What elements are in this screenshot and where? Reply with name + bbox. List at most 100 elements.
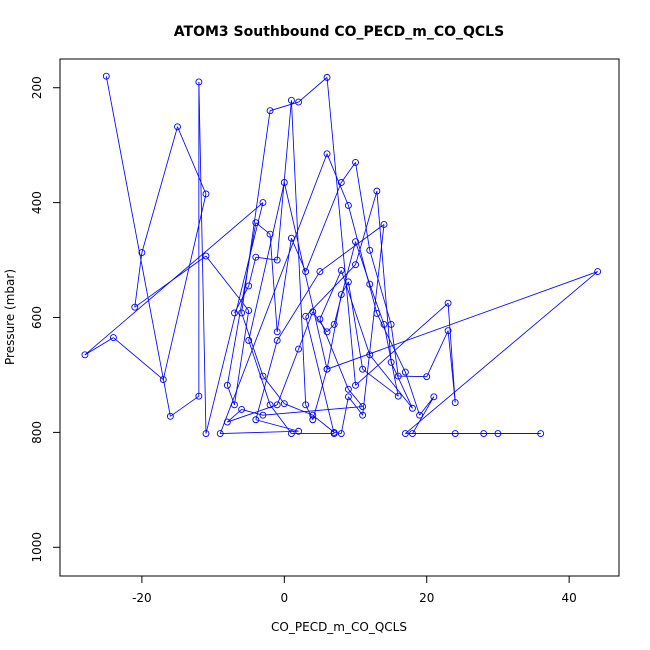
data-point [352,158,359,166]
series-segment [269,101,299,112]
data-point [323,365,331,373]
series-segment [347,205,378,314]
series-segment [219,153,328,434]
series-segment [319,270,342,320]
series-segment [319,224,385,272]
data-point [309,308,317,316]
series-segment [334,431,342,434]
data-point [451,430,459,437]
series-segment [234,285,250,314]
data-point [266,401,274,409]
y-tick-label: 1000 [30,532,44,563]
data-point [373,310,381,317]
series-segment [226,385,235,405]
data-point [494,430,502,437]
series-segment [326,294,342,370]
series-segment [369,250,392,325]
data-point [266,107,274,115]
data-point [259,411,267,419]
data-point [359,411,367,419]
data-point [252,253,260,261]
x-tick-label: -20 [132,591,152,605]
data-point [302,312,310,320]
data-point [401,368,409,376]
data-point [280,400,288,408]
series-segment [340,396,349,434]
data-point [302,268,310,275]
data-point [451,399,459,406]
series-segment [162,193,207,380]
series-segment [305,316,335,434]
data-point [259,372,267,380]
series-segment [298,311,314,350]
data-point [344,385,352,393]
data-point [295,427,302,435]
series-segment [276,348,299,405]
data-point [252,416,260,424]
series-segment [177,126,207,195]
data-point [344,393,352,401]
series-segment [369,284,385,325]
data-point [202,252,210,260]
series-segment [141,126,178,253]
data-point [352,381,359,389]
data-point [245,282,253,290]
data-point [287,430,295,437]
data-point [166,412,174,420]
chart-title: ATOM3 Southbound CO_PECD_m_CO_QCLS [174,24,504,40]
data-point [344,278,352,286]
data-point [444,327,452,335]
data-point [195,392,203,400]
data-point [280,179,288,186]
data-point [287,96,295,104]
series-segment [305,182,342,272]
series-segment [412,396,435,434]
y-tick-label: 600 [30,306,44,329]
plot-area [81,72,602,437]
data-point [202,190,210,198]
data-point [131,303,139,311]
series-segment [291,100,307,405]
data-point [245,307,253,315]
data-point [337,430,345,437]
series-segment [326,324,335,333]
series-segment [241,408,264,416]
data-point [259,199,267,207]
data-point [359,403,367,410]
data-point [409,430,416,437]
data-point [387,320,395,328]
data-point [252,219,260,227]
data-point [223,381,231,389]
data-point [231,309,238,317]
data-point [337,291,345,298]
data-point [159,376,167,383]
series-segment [447,303,456,403]
data-point [366,246,374,254]
data-point [309,416,317,424]
data-point [195,78,203,86]
series-segment [355,241,371,285]
data-point [323,73,331,81]
series-segment [134,252,143,308]
data-point [309,411,317,419]
data-point [202,430,210,437]
series-segment [333,241,356,325]
series-segment [419,396,435,416]
data-point [409,404,416,412]
data-point [231,401,238,409]
series-segment [105,76,171,417]
data-point [295,98,302,106]
series-segment [376,191,392,363]
data-point [423,373,431,381]
data-point [330,430,338,437]
data-point [223,418,231,426]
series-segment [170,395,200,417]
data-point [273,328,281,336]
x-axis: -20 0 20 40 [132,575,577,605]
series-segment [404,371,421,416]
data-point [337,179,345,186]
data-point [352,238,359,246]
data-point [245,337,253,344]
data-point [594,268,602,275]
series-segment [84,337,114,356]
